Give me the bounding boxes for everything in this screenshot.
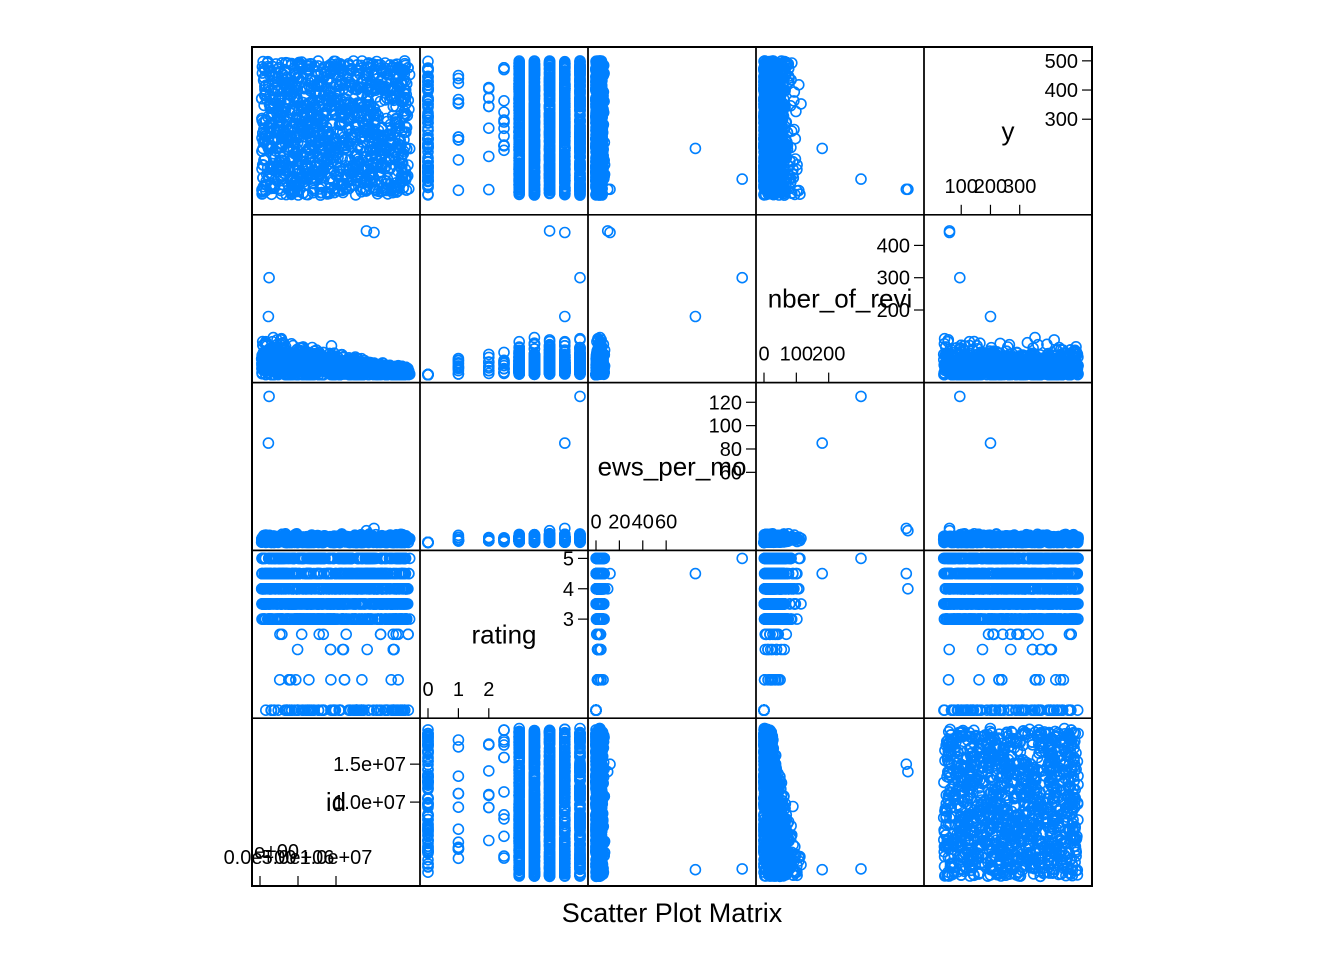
- panel-3-1: [251, 381, 421, 552]
- data-point: [452, 154, 465, 166]
- data-point: [482, 150, 495, 163]
- panel-4-3: [587, 549, 757, 719]
- panel-3-2: [419, 381, 589, 552]
- data-point: [736, 173, 749, 185]
- data-point: [689, 142, 702, 155]
- points-layer: [255, 55, 1084, 883]
- panel-points-number_of_reviews-vs-y: [758, 55, 914, 201]
- data-point: [498, 95, 510, 107]
- data-point: [792, 79, 805, 91]
- data-point: [482, 183, 495, 196]
- panel-5-3: [587, 717, 757, 887]
- panel-points-id-vs-y: [255, 55, 416, 201]
- panel-2-3: [587, 214, 757, 384]
- panel-points-rating-vs-y: [422, 55, 586, 201]
- panel-points-reviews_per_month-vs-y: [590, 55, 749, 201]
- data-point: [482, 122, 495, 134]
- data-point: [452, 184, 465, 197]
- panel-3-4: [755, 381, 925, 552]
